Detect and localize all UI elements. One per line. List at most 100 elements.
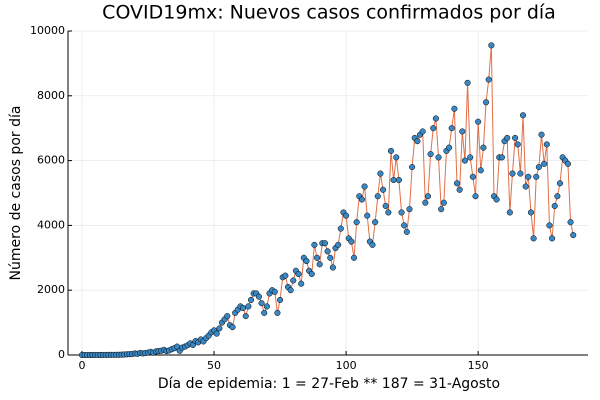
data-point xyxy=(337,225,344,232)
y-tick-label: 6000 xyxy=(37,154,65,167)
data-point xyxy=(564,160,571,167)
data-point xyxy=(549,235,556,242)
data-point xyxy=(390,176,397,184)
data-point xyxy=(525,173,532,180)
data-point xyxy=(517,170,524,177)
data-point xyxy=(535,164,542,171)
data-point xyxy=(313,254,321,261)
x-tick-label: 150 xyxy=(468,359,489,372)
data-point xyxy=(475,118,482,125)
data-point xyxy=(570,232,577,239)
data-point xyxy=(409,164,416,171)
data-point xyxy=(245,303,252,310)
data-point xyxy=(374,193,381,200)
data-point xyxy=(324,248,331,255)
data-point xyxy=(514,141,521,148)
data-point xyxy=(364,212,371,219)
data-point xyxy=(477,167,484,174)
data-point xyxy=(290,277,297,284)
data-point xyxy=(308,270,315,278)
data-point xyxy=(224,313,231,320)
data-point xyxy=(287,287,294,294)
data-point xyxy=(488,42,495,49)
data-point xyxy=(382,202,389,210)
data-point xyxy=(295,270,302,278)
data-point xyxy=(424,193,432,200)
data-point xyxy=(327,254,334,261)
data-point xyxy=(509,170,516,177)
data-point xyxy=(414,138,421,145)
data-point xyxy=(303,257,310,265)
data-point xyxy=(435,154,442,161)
data-point xyxy=(522,183,529,190)
data-point xyxy=(240,304,247,312)
data-point xyxy=(321,240,329,247)
data-point xyxy=(512,134,519,141)
y-tick-label: 0 xyxy=(58,348,65,361)
x-tick-label: 0 xyxy=(78,359,85,372)
chart-title: COVID19mx: Nuevos casos confirmados por … xyxy=(102,2,556,24)
data-point xyxy=(229,324,236,331)
data-point xyxy=(261,309,268,316)
data-point xyxy=(274,309,281,316)
data-point xyxy=(377,170,384,177)
data-point xyxy=(350,254,358,261)
data-point xyxy=(419,128,426,135)
data-point xyxy=(406,206,413,213)
data-point xyxy=(247,296,255,303)
data-point xyxy=(387,147,395,154)
data-point xyxy=(427,151,434,158)
data-point xyxy=(213,330,220,337)
data-point xyxy=(554,193,561,200)
data-point xyxy=(533,173,540,180)
y-tick-label: 10000 xyxy=(30,24,65,37)
data-point xyxy=(483,99,490,106)
data-point xyxy=(453,180,461,187)
data-point xyxy=(543,141,550,148)
data-point xyxy=(385,209,392,216)
data-point xyxy=(538,131,545,138)
data-point xyxy=(335,241,342,248)
data-point xyxy=(369,241,376,248)
data-point xyxy=(395,176,402,184)
data-point xyxy=(456,186,463,193)
data-point xyxy=(361,183,368,190)
data-point xyxy=(527,209,535,216)
data-point xyxy=(380,186,387,193)
data-point xyxy=(216,325,223,332)
data-point xyxy=(506,209,513,216)
data-point xyxy=(451,105,458,112)
data-point xyxy=(263,303,270,310)
data-point xyxy=(401,222,408,229)
x-tick-label: 100 xyxy=(336,359,357,372)
data-point xyxy=(541,160,548,167)
data-point xyxy=(459,128,466,135)
y-tick-label: 4000 xyxy=(37,218,65,231)
data-point xyxy=(282,272,289,279)
data-point xyxy=(277,296,284,303)
data-point xyxy=(329,264,336,271)
data-point xyxy=(472,193,479,200)
y-axis-label: Número de casos por día xyxy=(8,106,24,281)
data-point xyxy=(358,196,365,203)
data-point xyxy=(504,134,511,141)
data-point xyxy=(464,79,471,86)
data-point xyxy=(432,115,439,122)
data-point xyxy=(255,293,262,300)
data-point xyxy=(461,157,468,164)
data-point xyxy=(519,112,527,119)
data-point xyxy=(469,173,476,180)
data-point xyxy=(448,125,455,132)
y-tick-label: 8000 xyxy=(37,89,65,102)
y-tick-label: 2000 xyxy=(37,283,65,296)
data-point xyxy=(446,144,453,151)
data-point xyxy=(311,241,318,248)
data-point xyxy=(403,228,410,235)
data-point xyxy=(498,154,505,161)
data-point xyxy=(485,76,492,83)
data-point xyxy=(556,180,564,187)
data-point xyxy=(480,144,487,151)
data-point xyxy=(348,238,355,245)
data-point xyxy=(530,235,537,242)
